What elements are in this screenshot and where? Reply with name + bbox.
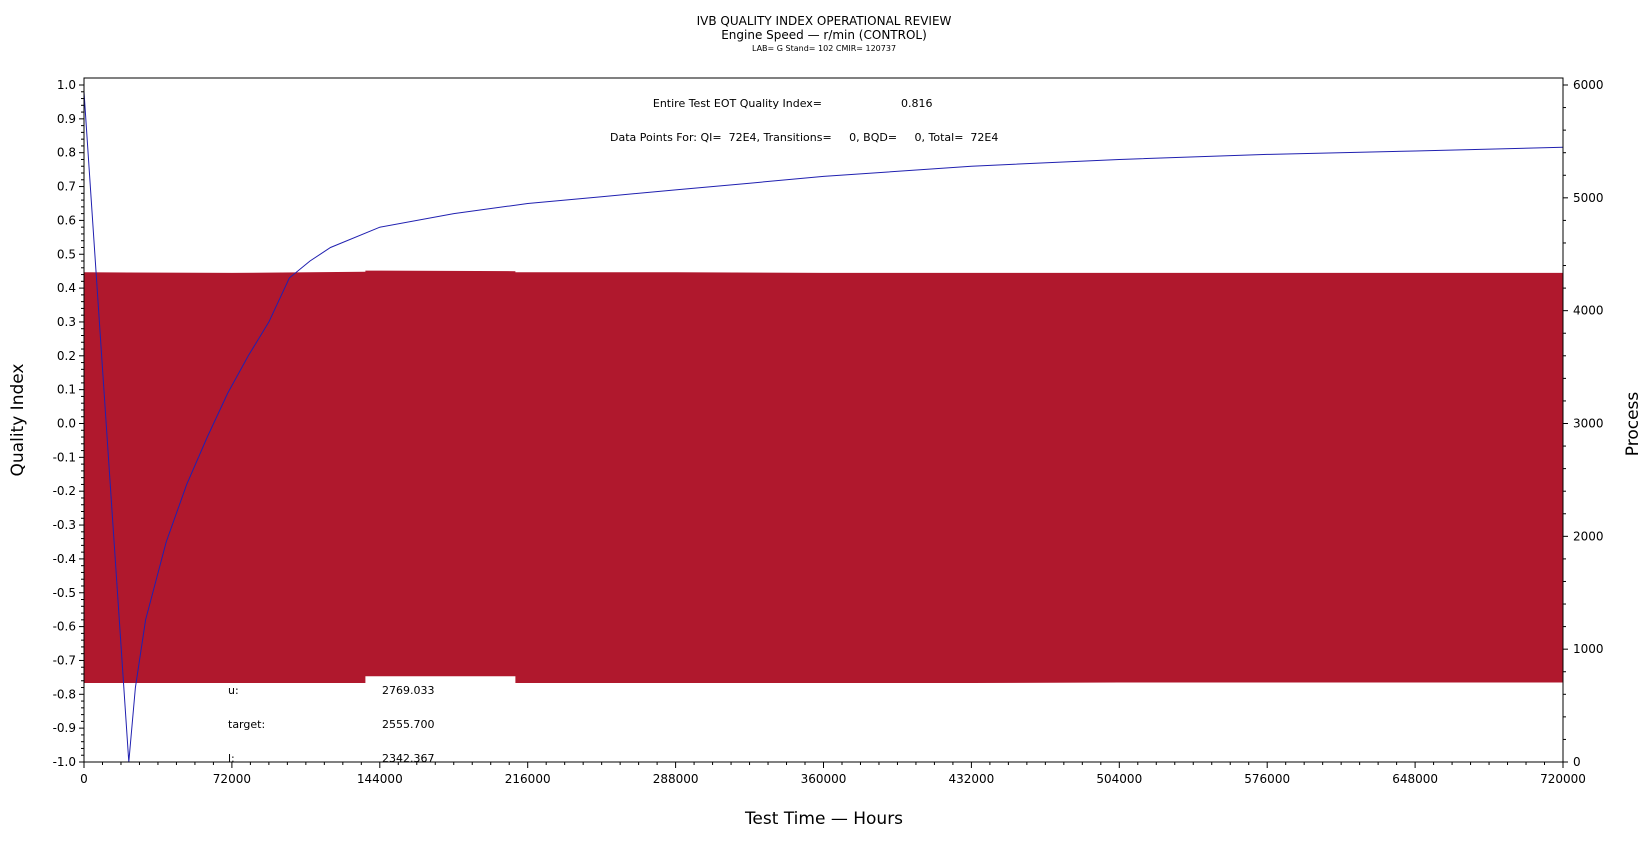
target-value: 2555.700 [382,718,435,731]
x-tick-label: 216000 [505,772,551,786]
y2-tick-label: 1000 [1573,642,1604,656]
y-tick-label: 0.4 [57,281,76,295]
y-tick-label: 0.0 [57,417,76,431]
series-layer [83,91,1564,763]
process-series [84,270,1563,683]
y-tick-label: -0.6 [53,620,76,634]
data-points-text: Data Points For: QI= 72E4, Transitions= … [610,131,998,144]
y2-axis-title: Process [1623,392,1643,457]
x-tick-label: 432000 [948,772,994,786]
y-tick-label: -0.7 [53,653,76,667]
y-axis-title: Quality Index [8,364,28,477]
quality-index-series [83,91,1564,763]
chart-title: IVB QUALITY INDEX OPERATIONAL REVIEW [697,14,952,28]
y-tick-label: 0.6 [57,213,76,227]
x-tick-label: 288000 [653,772,699,786]
y-tick-label: 0.8 [57,146,76,160]
y-tick-label: 0.3 [57,315,76,329]
x-axis-title: Test Time — Hours [744,809,903,829]
eot-quality-value: 0.816 [901,97,933,110]
y2-tick-label: 2000 [1573,529,1604,543]
target-label: target: [228,718,265,731]
upper-limit-value: 2769.033 [382,684,435,697]
axis-layer: 1.0 0.9 0.8 0.7 0.6 0.5 0.4 0.3 0.2 0.1 0.0 -0.1 -0.… [53,78,1604,786]
x-tick-label: 720000 [1540,772,1586,786]
chart-subtitle: Engine Speed — r/min (CONTROL) [721,28,927,42]
y-tick-label: 0.9 [57,112,76,126]
y2-tick-label: 3000 [1573,417,1604,431]
y-tick-label: 1.0 [57,78,76,92]
y-tick-label: -0.8 [53,687,76,701]
y-tick-label: -0.4 [53,552,76,566]
x-tick-label: 144000 [357,772,403,786]
y-tick-label: -1.0 [53,755,76,769]
x-tick-label: 576000 [1244,772,1290,786]
y-tick-label: 0.5 [57,247,76,261]
lower-limit-value: 2342.367 [382,752,435,765]
x-tick-label: 360000 [801,772,847,786]
chart-subtitle-2: LAB= G Stand= 102 CMIR= 120737 [752,44,896,53]
y2-tick-label: 6000 [1573,78,1604,92]
x-tick-label: 504000 [1096,772,1142,786]
y-tick-label: -0.2 [53,484,76,498]
x-tick-label: 0 [80,772,88,786]
y-tick-label: 0.7 [57,180,76,194]
y-tick-label: -0.9 [53,721,76,735]
x-tick-label: 72000 [213,772,251,786]
upper-limit-label: u: [228,684,239,697]
y-tick-label: 0.2 [57,349,76,363]
lower-limit-label: l: [228,752,235,765]
y-tick-label: -0.5 [53,586,76,600]
y2-tick-label: 5000 [1573,191,1604,205]
y-tick-label: 0.1 [57,383,76,397]
y2-tick-label: 0 [1573,755,1581,769]
eot-quality-label: Entire Test EOT Quality Index= [653,97,822,110]
y2-tick-label: 4000 [1573,304,1604,318]
y-tick-label: -0.3 [53,518,76,532]
y-tick-label: -0.1 [53,450,76,464]
x-tick-label: 648000 [1392,772,1438,786]
